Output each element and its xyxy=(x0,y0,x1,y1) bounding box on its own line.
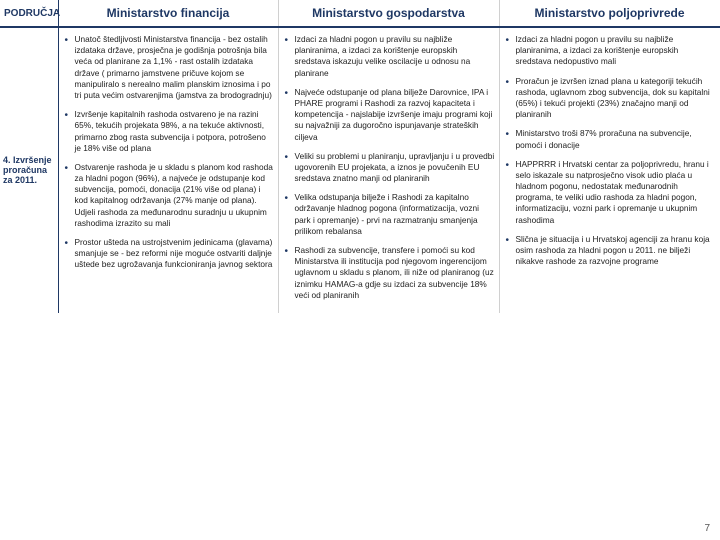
list-item: Ostvarenje rashoda je u skladu s planom … xyxy=(63,162,274,229)
comparison-table: PODRUČJA Ministarstvo financija Ministar… xyxy=(0,0,720,313)
list-item: Prostor ušteda na ustrojstvenim jedinica… xyxy=(63,237,274,271)
list-item: Izvršenje kapitalnih rashoda ostvareno j… xyxy=(63,109,274,154)
cell-agriculture: Izdaci za hladni pogon u pravilu su najb… xyxy=(499,27,720,313)
cell-economy: Izdaci za hladni pogon u pravilu su najb… xyxy=(278,27,499,313)
header-col-agriculture: Ministarstvo poljoprivrede xyxy=(499,0,720,27)
header-area: PODRUČJA xyxy=(0,0,58,27)
bullet-list: Izdaci za hladni pogon u pravilu su najb… xyxy=(283,34,495,301)
list-item: HAPPRRR i Hrvatski centar za poljoprivre… xyxy=(504,159,716,226)
list-item: Unatoč štedljivosti Ministarstva financi… xyxy=(63,34,274,101)
row-label: 4. Izvršenje proračuna za 2011. xyxy=(0,27,58,313)
list-item: Izdaci za hladni pogon u pravilu su najb… xyxy=(504,34,716,68)
bullet-list: Unatoč štedljivosti Ministarstva financi… xyxy=(63,34,274,271)
list-item: Rashodi za subvencije, transfere i pomoć… xyxy=(283,245,495,301)
page-number: 7 xyxy=(704,523,710,534)
list-item: Velika odstupanja bilježe i Rashodi za k… xyxy=(283,192,495,237)
header-col-finance: Ministarstvo financija xyxy=(58,0,278,27)
bullet-list: Izdaci za hladni pogon u pravilu su najb… xyxy=(504,34,716,267)
list-item: Najveće odstupanje od plana bilježe Daro… xyxy=(283,87,495,143)
table-header-row: PODRUČJA Ministarstvo financija Ministar… xyxy=(0,0,720,27)
table-row: 4. Izvršenje proračuna za 2011. Unatoč š… xyxy=(0,27,720,313)
list-item: Veliki su problemi u planiranju, upravlj… xyxy=(283,151,495,185)
list-item: Ministarstvo troši 87% proračuna na subv… xyxy=(504,128,716,150)
header-col-economy: Ministarstvo gospodarstva xyxy=(278,0,499,27)
cell-finance: Unatoč štedljivosti Ministarstva financi… xyxy=(58,27,278,313)
list-item: Slična je situacija i u Hrvatskoj agenci… xyxy=(504,234,716,268)
list-item: Proračun je izvršen iznad plana u katego… xyxy=(504,76,716,121)
list-item: Izdaci za hladni pogon u pravilu su najb… xyxy=(283,34,495,79)
